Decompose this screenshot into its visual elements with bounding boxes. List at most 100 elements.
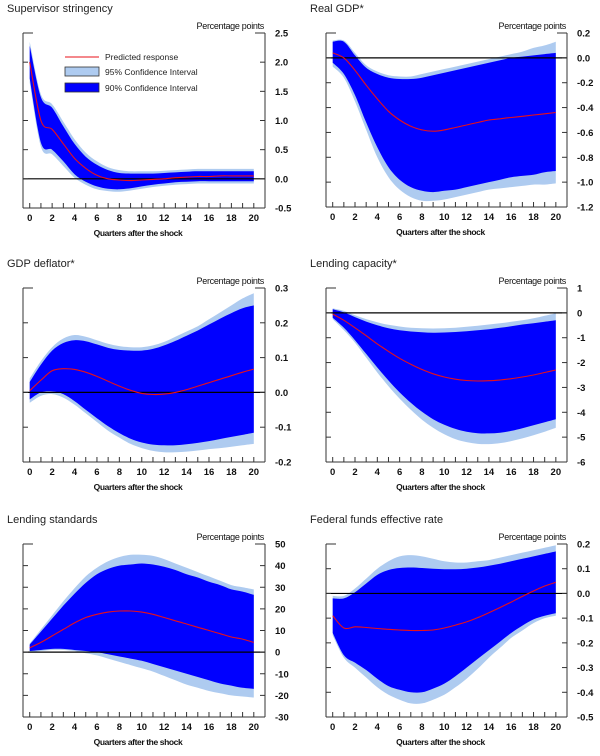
x-tick-label: 14 bbox=[181, 467, 192, 478]
chart-title: Lending standards bbox=[7, 514, 98, 526]
x-tick-label: 10 bbox=[136, 722, 147, 733]
legend-label: 95% Confidence Interval bbox=[105, 67, 198, 77]
x-tick-label: 0 bbox=[27, 722, 32, 733]
y-tick-label: -10 bbox=[275, 669, 289, 680]
y-tick-label: 0.0 bbox=[577, 53, 590, 64]
x-tick-label: 10 bbox=[439, 467, 450, 478]
y-tick-label: -30 bbox=[275, 713, 289, 724]
y-tick-label: -0.2 bbox=[275, 458, 291, 469]
x-tick-label: 16 bbox=[204, 467, 215, 478]
ci90-band bbox=[29, 305, 254, 446]
x-tick-label: 18 bbox=[528, 722, 539, 733]
x-tick-label: 10 bbox=[439, 722, 450, 733]
predicted-response-line bbox=[29, 62, 254, 182]
x-tick-label: 16 bbox=[506, 467, 517, 478]
x-tick-label: 4 bbox=[375, 722, 381, 733]
chart-title: Real GDP* bbox=[310, 3, 365, 15]
x-tick-label: 6 bbox=[94, 467, 99, 478]
y-tick-label: -0.2 bbox=[577, 78, 593, 89]
x-axis-label: Quarters after the shock bbox=[94, 737, 183, 747]
panel-fed-funds-rate: Federal funds effective rate Percentage p… bbox=[0, 0, 594, 747]
predicted-response-line bbox=[332, 313, 556, 382]
x-tick-label: 6 bbox=[397, 467, 402, 478]
y-tick-label: 0.2 bbox=[577, 29, 590, 40]
x-tick-label: 8 bbox=[117, 722, 122, 733]
x-tick-label: 2 bbox=[352, 212, 357, 223]
chart-title: Federal funds effective rate bbox=[310, 514, 443, 526]
x-tick-label: 2 bbox=[49, 722, 54, 733]
x-tick-label: 10 bbox=[439, 212, 450, 223]
y-tick-label: -1 bbox=[577, 333, 586, 344]
x-tick-label: 14 bbox=[181, 722, 192, 733]
x-tick-label: 8 bbox=[419, 722, 424, 733]
predicted-response-line bbox=[29, 610, 254, 649]
unit-label: Percentage points bbox=[499, 532, 567, 542]
y-tick-label: 1 bbox=[577, 284, 583, 295]
x-tick-label: 0 bbox=[330, 722, 335, 733]
y-tick-label: 0 bbox=[275, 648, 280, 659]
x-tick-label: 20 bbox=[249, 213, 260, 224]
x-tick-label: 6 bbox=[397, 212, 402, 223]
y-tick-label: 0.2 bbox=[577, 540, 590, 551]
x-tick-label: 0 bbox=[27, 467, 32, 478]
x-tick-label: 12 bbox=[461, 467, 472, 478]
x-tick-label: 16 bbox=[506, 722, 517, 733]
y-tick-label: 40 bbox=[275, 561, 286, 572]
y-tick-label: 50 bbox=[275, 540, 286, 551]
x-tick-label: 12 bbox=[159, 467, 170, 478]
y-tick-label: -0.2 bbox=[577, 638, 593, 649]
legend-label: Predicted response bbox=[105, 52, 179, 62]
x-tick-label: 6 bbox=[94, 213, 99, 224]
panel-real-gdp: Real GDP* Percentage points -1.2 -1.0 -0.8 -0… bbox=[0, 0, 594, 252]
y-tick-label: -0.3 bbox=[577, 663, 593, 674]
y-tick-label: -20 bbox=[275, 691, 289, 702]
ci90-band bbox=[332, 309, 556, 434]
x-tick-label: 16 bbox=[204, 213, 215, 224]
predicted-response-line bbox=[332, 581, 556, 632]
x-axis-label: Quarters after the shock bbox=[396, 482, 485, 492]
x-axis-label: Quarters after the shock bbox=[94, 482, 183, 492]
unit-label: Percentage points bbox=[197, 276, 265, 286]
panel-lending-standards: Lending standards Percentage points -30 -20… bbox=[0, 0, 300, 747]
ci95-band bbox=[29, 41, 254, 192]
x-tick-label: 14 bbox=[484, 467, 495, 478]
y-tick-label: 20 bbox=[275, 604, 286, 615]
x-tick-label: 18 bbox=[528, 467, 539, 478]
x-tick-label: 4 bbox=[375, 212, 381, 223]
y-tick-label: -6 bbox=[577, 458, 585, 469]
y-tick-label: -0.5 bbox=[577, 713, 594, 724]
y-tick-label: -4 bbox=[577, 408, 586, 419]
y-tick-label: 0.0 bbox=[275, 388, 288, 399]
x-tick-label: 4 bbox=[72, 213, 78, 224]
y-tick-label: 2.5 bbox=[275, 29, 289, 40]
y-tick-label: -1.2 bbox=[577, 203, 593, 214]
x-tick-label: 18 bbox=[226, 467, 237, 478]
x-axis-label: Quarters after the shock bbox=[396, 737, 485, 747]
x-tick-label: 4 bbox=[375, 467, 381, 478]
y-tick-label: 0.2 bbox=[275, 318, 288, 329]
y-tick-label: 2.0 bbox=[275, 58, 288, 69]
y-tick-label: 0.0 bbox=[577, 589, 590, 600]
y-tick-label: -0.5 bbox=[275, 204, 292, 215]
x-tick-label: 6 bbox=[94, 722, 99, 733]
x-tick-label: 20 bbox=[249, 467, 260, 478]
x-tick-label: 4 bbox=[72, 467, 78, 478]
chart-title: Lending capacity* bbox=[310, 258, 398, 270]
x-tick-label: 20 bbox=[551, 467, 562, 478]
x-tick-label: 2 bbox=[352, 467, 357, 478]
x-tick-label: 20 bbox=[249, 722, 260, 733]
y-tick-label: 0 bbox=[577, 308, 582, 319]
legend-label: 90% Confidence Interval bbox=[105, 83, 198, 93]
x-tick-label: 12 bbox=[461, 722, 472, 733]
y-tick-label: -1.0 bbox=[577, 178, 593, 189]
unit-label: Percentage points bbox=[499, 276, 567, 286]
y-tick-label: -3 bbox=[577, 383, 585, 394]
x-tick-label: 4 bbox=[72, 722, 78, 733]
y-tick-label: -2 bbox=[577, 358, 585, 369]
x-axis-label: Quarters after the shock bbox=[94, 228, 183, 238]
